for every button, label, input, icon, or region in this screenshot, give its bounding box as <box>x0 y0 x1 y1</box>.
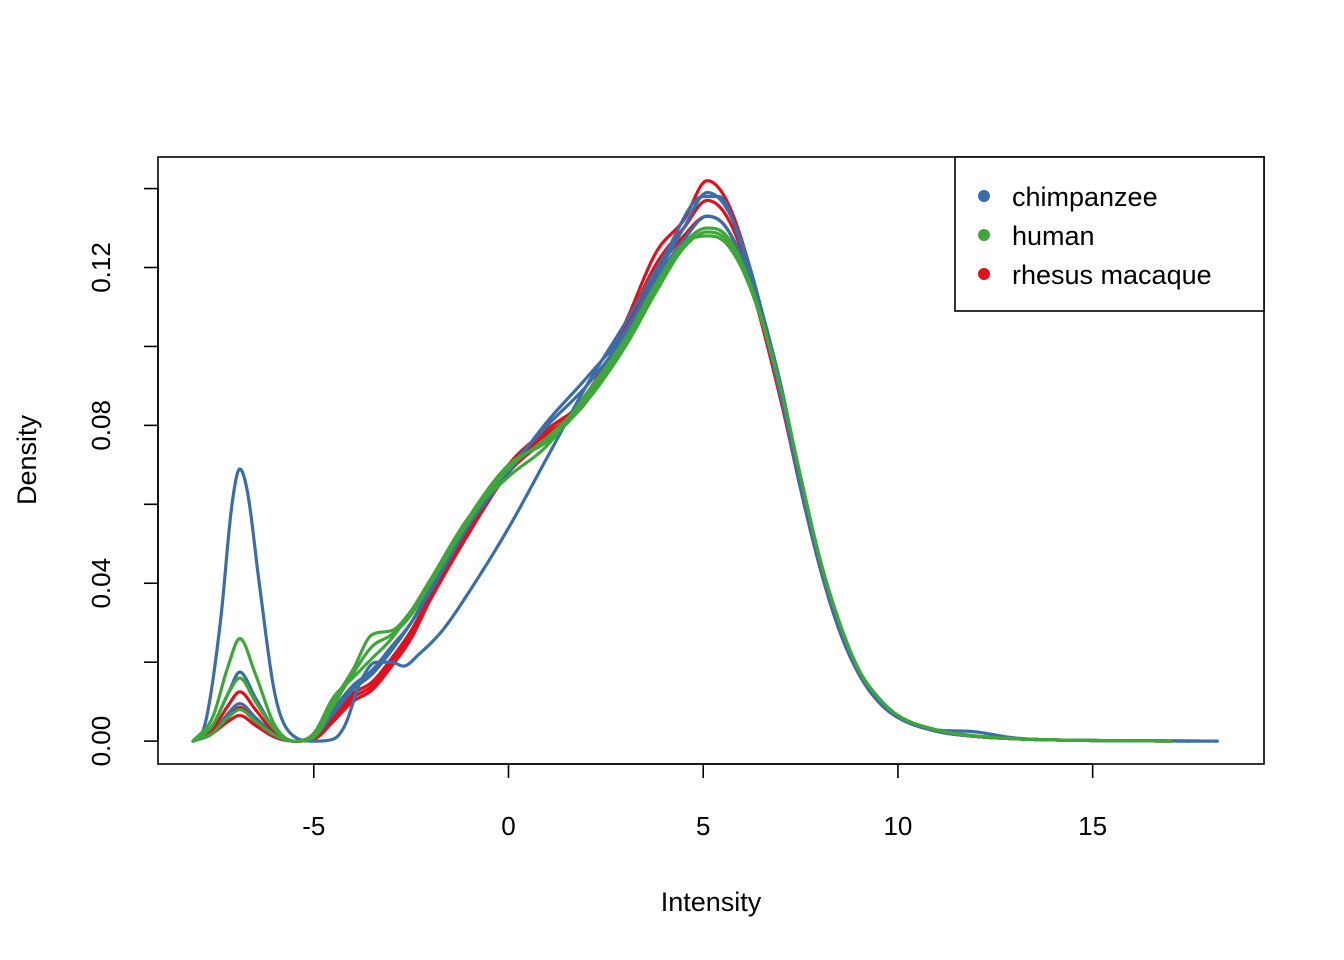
y-tick-label: 0.08 <box>86 400 116 451</box>
y-tick-label: 0.04 <box>86 558 116 609</box>
legend: chimpanzee human rhesus macaque <box>954 156 1265 312</box>
y-tick-label: 0.12 <box>86 242 116 293</box>
x-tick-label: 5 <box>696 811 710 841</box>
x-tick-label: 15 <box>1078 811 1107 841</box>
legend-marker-chimpanzee <box>978 190 990 202</box>
legend-label-rhesus-macaque: rhesus macaque <box>1012 260 1212 290</box>
x-axis-label: Intensity <box>661 887 762 917</box>
legend-marker-human <box>978 229 990 241</box>
density-curves <box>191 179 1219 743</box>
legend-box <box>954 156 1265 312</box>
density-curve-human <box>191 234 1173 743</box>
y-axis: 0.00 0.04 0.08 0.12 <box>86 187 159 767</box>
y-axis-label: Density <box>12 414 42 505</box>
x-tick-label: 10 <box>883 811 912 841</box>
x-tick-label: 0 <box>501 811 515 841</box>
x-tick-label: -5 <box>302 811 325 841</box>
x-axis: -5 0 5 10 15 <box>302 763 1107 841</box>
y-tick-label: 0.00 <box>86 716 116 767</box>
legend-marker-rhesus-macaque <box>978 268 990 280</box>
legend-label-chimpanzee: chimpanzee <box>1012 182 1158 212</box>
legend-label-human: human <box>1012 221 1095 251</box>
